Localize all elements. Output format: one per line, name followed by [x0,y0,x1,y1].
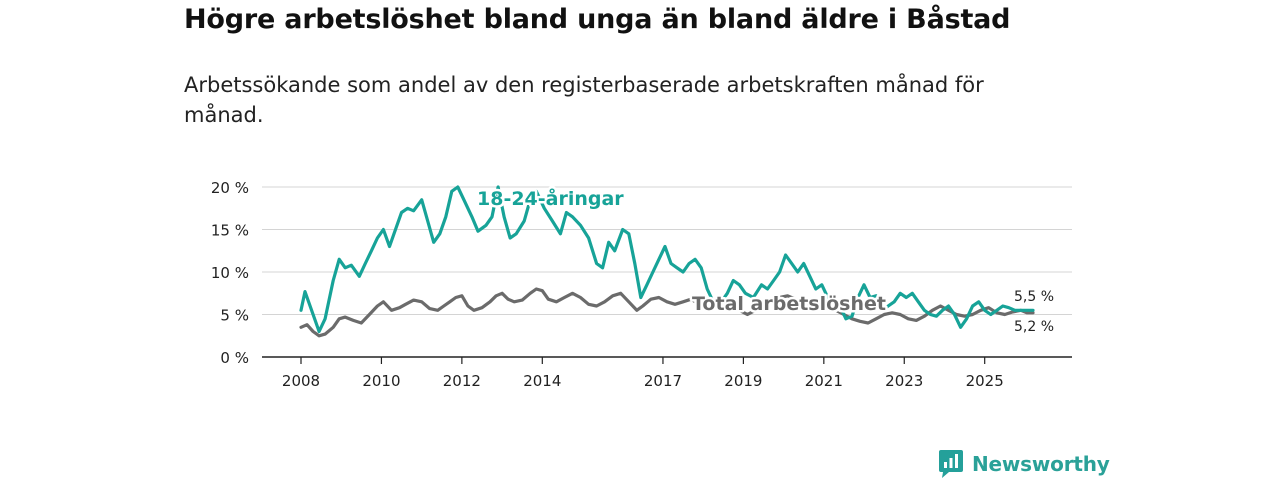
end-value-youth: 5,5 % [1014,289,1054,305]
y-axis-ticks: 0 % 5 % 10 % 15 % 20 % [211,179,249,367]
newsworthy-logo-icon [939,450,963,478]
y-tick-label: 10 % [211,264,249,282]
y-tick-label: 20 % [211,179,249,197]
x-tick-label: 2012 [443,372,481,390]
x-axis-ticks: 2008 2010 2012 2014 2017 2019 2021 2023 2025 [282,357,1004,390]
y-tick-label: 0 % [220,349,249,367]
brand-name: Newsworthy [972,452,1110,476]
chart-subtitle: Arbetssökande som andel av den registerb… [184,73,984,127]
brand: Newsworthy [938,449,1110,479]
series-label-youth: 18-24-åringar [477,186,624,210]
series-line-total [299,287,1035,338]
x-tick-label: 2021 [805,372,843,390]
y-tick-label: 15 % [211,222,249,240]
series-label-total: Total arbetslöshet [692,293,886,315]
x-tick-label: 2017 [644,372,682,390]
end-value-total: 5,2 % [1014,319,1054,335]
series-lines [299,185,1035,338]
chart-title: Högre arbetslöshet bland unga än bland ä… [184,4,1011,35]
y-tick-label: 5 % [220,307,249,325]
x-tick-label: 2023 [885,372,923,390]
x-tick-label: 2014 [523,372,561,390]
x-tick-label: 2019 [724,372,762,390]
series-line-youth [299,185,1035,334]
series-labels: 18-24-åringar Total arbetslöshet 5,5 % 5,2 … [475,184,1057,338]
x-tick-label: 2010 [362,372,400,390]
x-tick-label: 2008 [282,372,320,390]
x-tick-label: 2025 [966,372,1004,390]
